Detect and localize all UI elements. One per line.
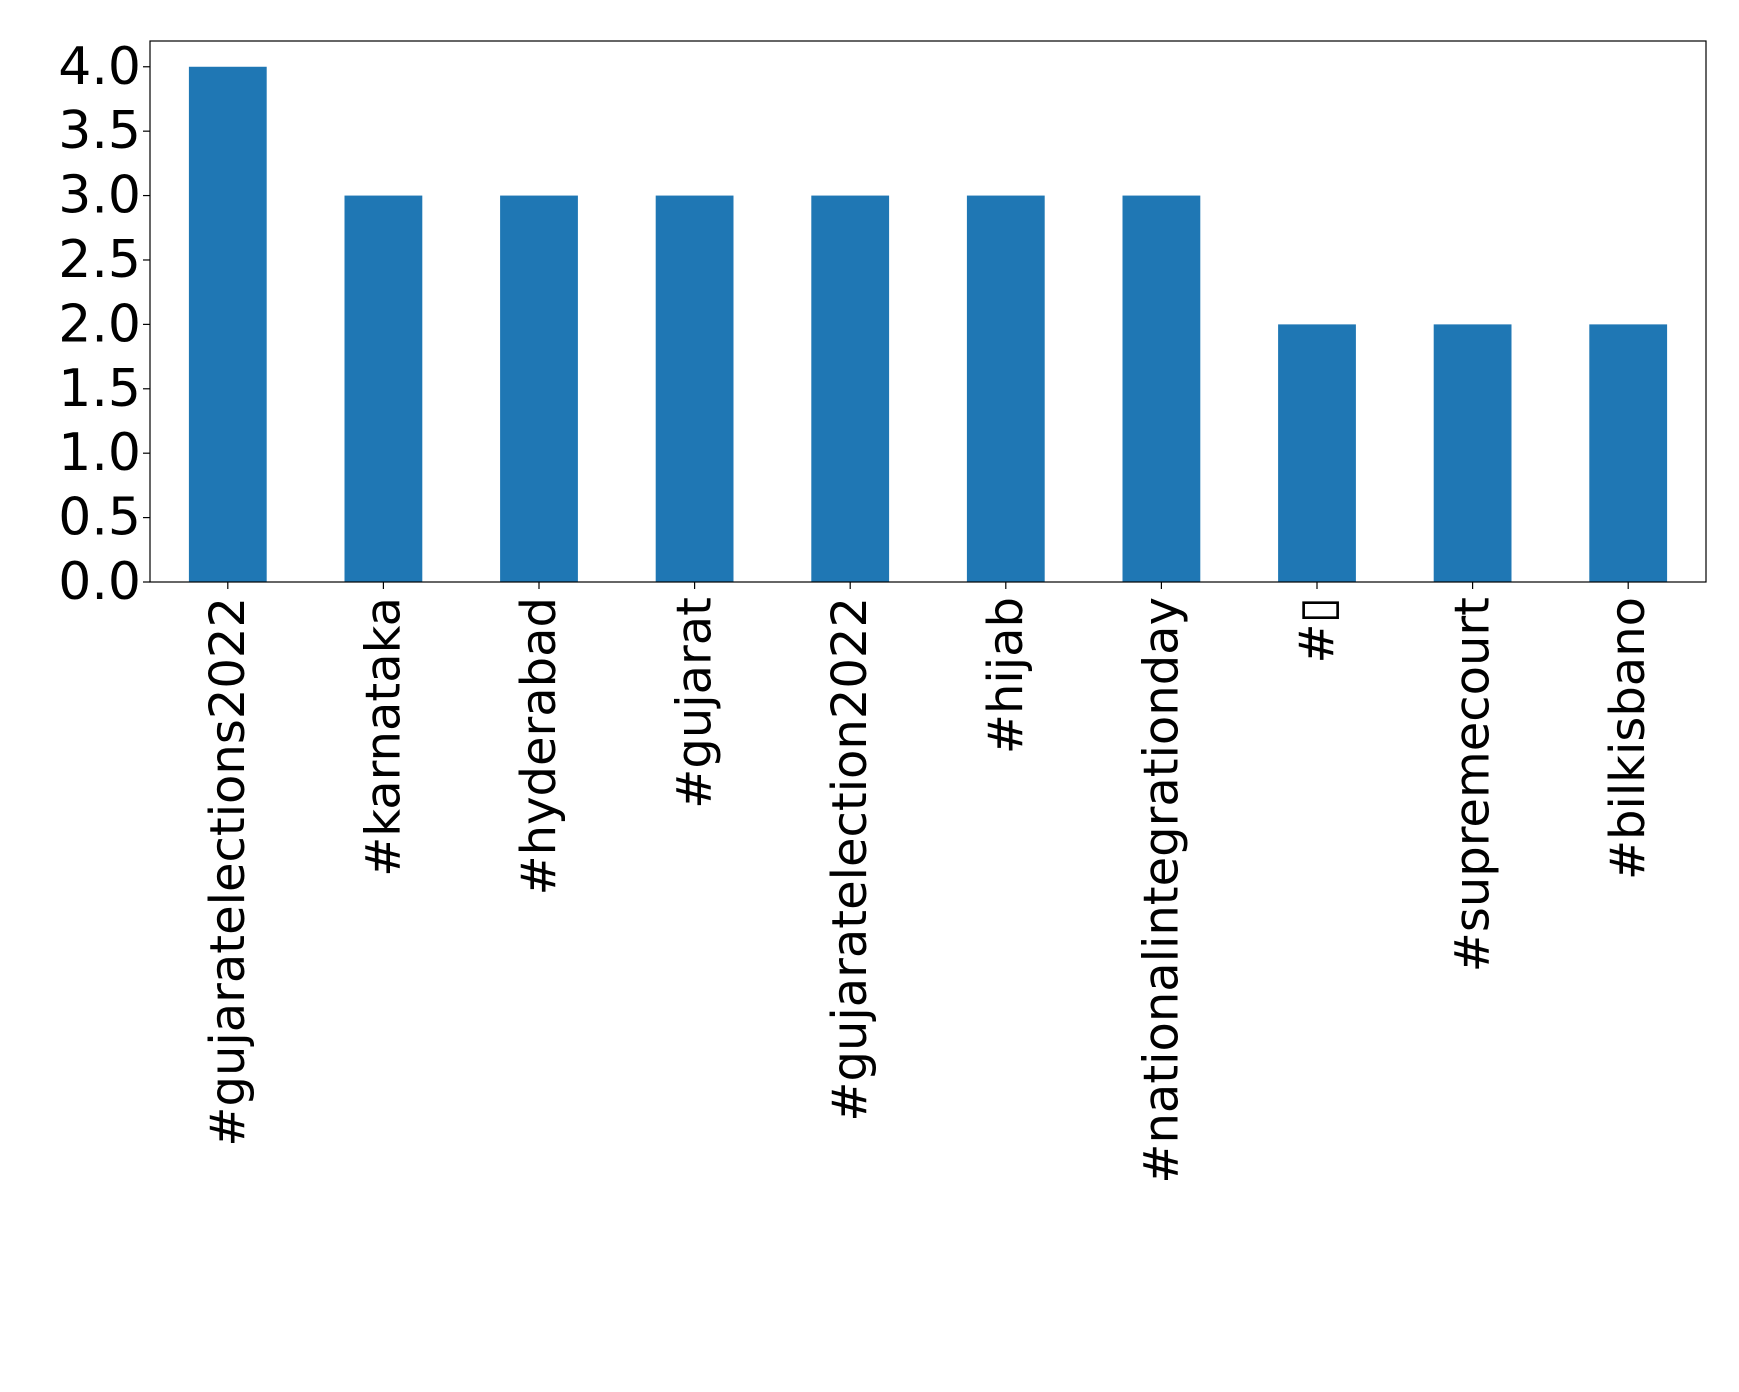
y-tick-label: 0.5	[58, 488, 141, 548]
y-tick-label: 1.5	[58, 359, 141, 419]
plot-frame	[149, 40, 1707, 583]
x-axis: #gujaratelections2022 #karnataka #hyderaba…	[200, 582, 1656, 1184]
x-tick-label: #gujaratelections2022	[200, 597, 256, 1147]
bar-series	[188, 66, 1668, 583]
y-tick-label: 3.0	[58, 166, 141, 226]
x-tick-label: #hyderabad	[511, 597, 567, 896]
x-tick-label: #gujarat	[667, 597, 723, 809]
y-axis: 0.00.51.01.52.02.53.03.54.0	[58, 37, 150, 612]
bar	[344, 195, 423, 583]
y-tick-label: 0.0	[58, 552, 141, 612]
y-tick-label: 3.5	[58, 101, 141, 161]
bar	[500, 195, 578, 583]
bar	[1122, 195, 1201, 583]
x-tick-label: #karnataka	[355, 597, 411, 877]
bar	[188, 66, 267, 582]
y-tick-label: 4.0	[58, 37, 141, 97]
x-tick-label: #bilkisbano	[1600, 597, 1656, 880]
bar	[1589, 324, 1668, 582]
x-tick-label: #supremecourt	[1445, 597, 1501, 972]
x-tick-label: #nationalintegrationday	[1133, 597, 1189, 1184]
bar	[1278, 324, 1356, 582]
x-tick-label: #hijab	[978, 597, 1034, 754]
bar	[966, 195, 1045, 583]
y-tick-label: 2.5	[58, 230, 141, 290]
y-tick-label: 1.0	[58, 423, 141, 483]
x-tick-label: #gujaratelection2022	[822, 597, 878, 1122]
bar	[811, 195, 890, 583]
bar	[1433, 324, 1512, 582]
bar	[655, 195, 734, 583]
y-tick-label: 2.0	[58, 294, 141, 354]
x-tick-label: #▯	[1289, 597, 1345, 664]
